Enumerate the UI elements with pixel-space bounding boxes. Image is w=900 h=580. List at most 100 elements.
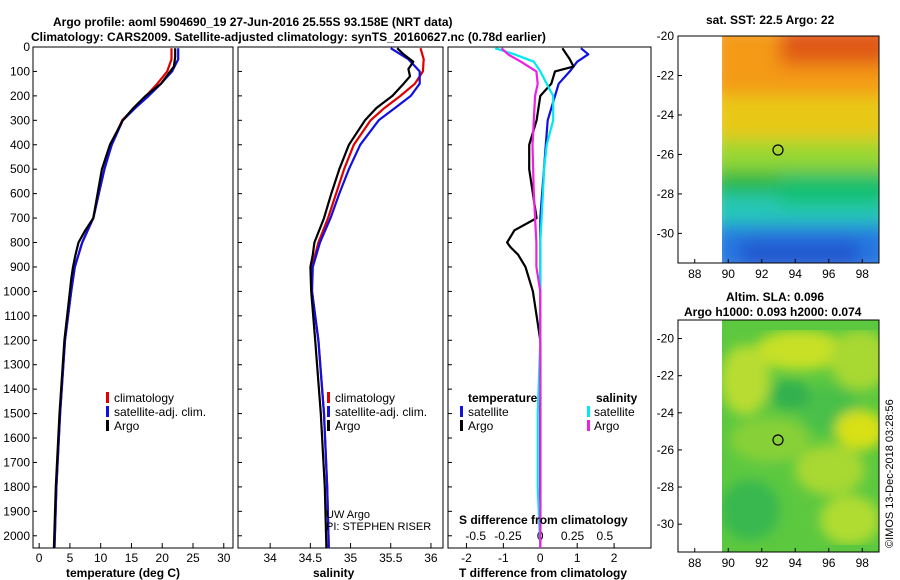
depth-tick-label: 200 xyxy=(10,89,30,103)
depth-tick-label: 1500 xyxy=(3,407,30,421)
lon-tick-label: 92 xyxy=(755,556,769,570)
title-line2: Climatology: CARS2009. Satellite-adjuste… xyxy=(31,30,546,44)
argo-location-marker xyxy=(772,144,784,156)
x-tick-label: 20 xyxy=(156,551,170,565)
series-line-s-satellite xyxy=(494,47,555,549)
lon-tick-label: 98 xyxy=(856,267,870,281)
lon-tick-label: 94 xyxy=(789,267,803,281)
x-tick-label: 35 xyxy=(344,551,358,565)
lon-tick-label: 96 xyxy=(822,267,836,281)
legend-label-satellite: satellite-adj. clim. xyxy=(114,405,206,419)
depth-tick-label: 1100 xyxy=(4,309,30,323)
annotation-float-owner: UW Argo xyxy=(326,509,370,521)
title-line1: Argo profile: aoml 5904690_19 27-Jun-201… xyxy=(53,15,453,29)
x-tick-label: 34 xyxy=(263,551,277,565)
s-difference-tick-label: -0.25 xyxy=(494,529,522,543)
t-difference-xlabel: T difference from climatology xyxy=(459,566,627,580)
legend-swatch-argo xyxy=(327,420,330,431)
lat-tick-label: -24 xyxy=(657,108,675,122)
depth-tick-label: 0 xyxy=(23,40,30,54)
x-tick-label: 2 xyxy=(611,551,618,565)
lat-tick-label: -30 xyxy=(657,517,675,531)
salinity-series xyxy=(238,46,425,549)
salinity-axes xyxy=(237,46,444,549)
x-tick-label: 5 xyxy=(67,551,74,565)
legend-label-climatology: climatology xyxy=(335,391,395,405)
depth-tick-label: 100 xyxy=(10,64,30,78)
depth-tick-label: 1600 xyxy=(3,431,30,445)
x-tick-label: 36 xyxy=(424,551,438,565)
legend-label-argo: Argo xyxy=(114,419,140,433)
lat-tick-label: -20 xyxy=(657,29,675,43)
annotation-pi: PI: STEPHEN RISER xyxy=(326,521,431,533)
legend-label-satellite: satellite-adj. clim. xyxy=(335,405,427,419)
sla-map-subtitle: Argo h1000: 0.093 h2000: 0.074 xyxy=(684,305,862,319)
difference-axes xyxy=(447,46,652,549)
s-difference-xlabel: S difference from climatology xyxy=(459,513,628,527)
legend-swatch-climatology xyxy=(327,392,330,403)
x-tick-label: 30 xyxy=(217,551,231,565)
sla-map-panel: Altim. SLA: 0.096 Argo h1000: 0.093 h200… xyxy=(657,290,880,570)
temperature-panel: 0100200300400500600700800900100011001200… xyxy=(3,40,234,580)
series-line-t-satellite xyxy=(539,47,590,548)
lat-tick-label: -20 xyxy=(657,332,675,346)
lat-tick-label: -24 xyxy=(657,406,675,420)
x-tick-label: 1 xyxy=(574,551,581,565)
lat-tick-label: -26 xyxy=(657,147,675,161)
lon-tick-label: 96 xyxy=(822,556,836,570)
sst-map-axes xyxy=(677,35,880,264)
legend-swatch-satellite xyxy=(327,406,330,417)
salinity-xlabel: salinity xyxy=(313,566,355,580)
sst-map-title: sat. SST: 22.5 Argo: 22 xyxy=(706,13,835,27)
legend-label-argo: Argo xyxy=(335,419,361,433)
temperature-legend: climatology satellite-adj. clim. Argo xyxy=(106,391,206,433)
lat-tick-label: -28 xyxy=(657,187,675,201)
x-tick-label: 34.5 xyxy=(299,551,323,565)
legend-label-climatology: climatology xyxy=(114,391,174,405)
series-line-argo xyxy=(52,48,177,549)
depth-tick-label: 1800 xyxy=(3,480,30,494)
lon-tick-label: 92 xyxy=(755,267,769,281)
depth-tick-label: 800 xyxy=(10,236,30,250)
legend-swatch-s-satellite xyxy=(587,406,590,417)
x-tick-label: 15 xyxy=(125,551,139,565)
depth-tick-label: 1000 xyxy=(3,284,30,298)
x-tick-label: 0 xyxy=(36,551,43,565)
series-line-t-argo xyxy=(506,47,575,548)
lat-tick-label: -28 xyxy=(657,480,675,494)
temperature-tick-labels: 0 5 10 15 20 25 30 xyxy=(36,543,231,565)
sla-map-latitude-labels: -20 -22 -24 -26 -28 -30 xyxy=(657,332,682,531)
depth-tick-label: 300 xyxy=(10,113,30,127)
lat-tick-label: -26 xyxy=(657,443,675,457)
lat-tick-label: -22 xyxy=(657,369,675,383)
lon-tick-label: 90 xyxy=(722,267,736,281)
legend-swatch-climatology xyxy=(106,392,109,403)
legend-header-salinity: salinity xyxy=(596,391,638,405)
depth-tick-label: 500 xyxy=(10,162,30,176)
sla-map-longitude-labels: 88 90 92 94 96 98 xyxy=(688,548,869,570)
sst-field xyxy=(722,36,879,263)
series-line-argo xyxy=(309,47,415,549)
x-tick-label: 25 xyxy=(186,551,200,565)
legend-swatch-t-satellite xyxy=(460,406,463,417)
salinity-tick-labels: 34 34.5 35 35.5 36 xyxy=(263,543,438,565)
difference-legend: temperature salinity satellite Argo sate… xyxy=(460,391,638,433)
sst-map-latitude-labels: -20 -22 -24 -26 -28 -30 xyxy=(657,29,682,240)
sla-field xyxy=(722,320,879,552)
series-line-satellite-adj-clim- xyxy=(310,47,421,549)
depth-tick-label: 400 xyxy=(10,138,30,152)
legend-label-s-argo: Argo xyxy=(594,419,620,433)
temperature-xlabel: temperature (deg C) xyxy=(66,566,180,580)
x-tick-label: -1 xyxy=(498,551,509,565)
depth-tick-label: 1400 xyxy=(3,382,30,396)
temperature-series xyxy=(33,46,180,549)
lat-tick-label: -30 xyxy=(657,226,675,240)
depth-tick-label: 900 xyxy=(10,260,30,274)
x-tick-label: -2 xyxy=(461,551,472,565)
s-difference-tick-label: 0.25 xyxy=(561,529,585,543)
lon-tick-label: 88 xyxy=(688,267,702,281)
salinity-legend: climatology satellite-adj. clim. Argo xyxy=(327,391,427,433)
series-line-climatology xyxy=(310,47,425,549)
